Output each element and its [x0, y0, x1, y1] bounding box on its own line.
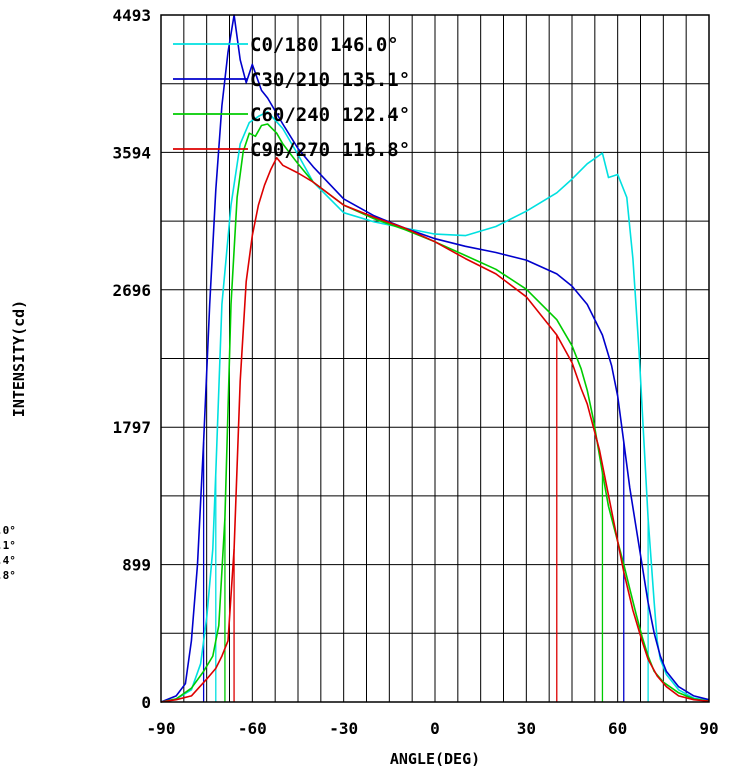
x-tick-label: -30	[329, 719, 358, 738]
x-tick-label: 60	[608, 719, 627, 738]
legend-entry: C30/210 135.1°	[250, 69, 410, 91]
y-tick-label: 4493	[112, 6, 151, 25]
series-line-0	[160, 111, 710, 703]
side-fragment: .1°	[0, 539, 16, 552]
y-tick-label: 1797	[112, 418, 151, 437]
plot-frame	[160, 14, 710, 703]
chart-grid	[160, 14, 710, 703]
side-fragment: .0°	[0, 524, 16, 537]
legend-entry: C60/240 122.4°	[250, 104, 410, 126]
y-tick-labels: 0 899 1797 2696 3594 4493	[112, 6, 151, 712]
y-tick-label: 2696	[112, 281, 151, 300]
side-fragment: .4°	[0, 554, 16, 567]
legend-entry: C90/270 116.8°	[250, 139, 410, 161]
x-tick-label: 30	[517, 719, 536, 738]
y-axis-label: INTENSITY(cd)	[10, 300, 28, 417]
side-fragment: .8°	[0, 569, 16, 582]
series-lines	[160, 14, 710, 703]
x-tick-label: -90	[147, 719, 176, 738]
legend-entry: C0/180 146.0°	[250, 34, 399, 56]
legend: C0/180 146.0° C30/210 135.1° C60/240 122.4…	[173, 34, 410, 161]
y-tick-label: 0	[141, 693, 151, 712]
side-fragments: .0° .1° .4° .8°	[0, 524, 16, 582]
x-tick-label: 0	[430, 719, 440, 738]
y-tick-label: 899	[122, 556, 151, 575]
x-tick-labels: -90 -60 -30 0 30 60 90	[147, 719, 719, 738]
y-tick-label: 3594	[112, 143, 151, 162]
x-tick-label: 90	[699, 719, 718, 738]
x-axis-label: ANGLE(DEG)	[390, 750, 480, 768]
x-tick-label: -60	[238, 719, 267, 738]
series-line-3	[160, 156, 710, 703]
